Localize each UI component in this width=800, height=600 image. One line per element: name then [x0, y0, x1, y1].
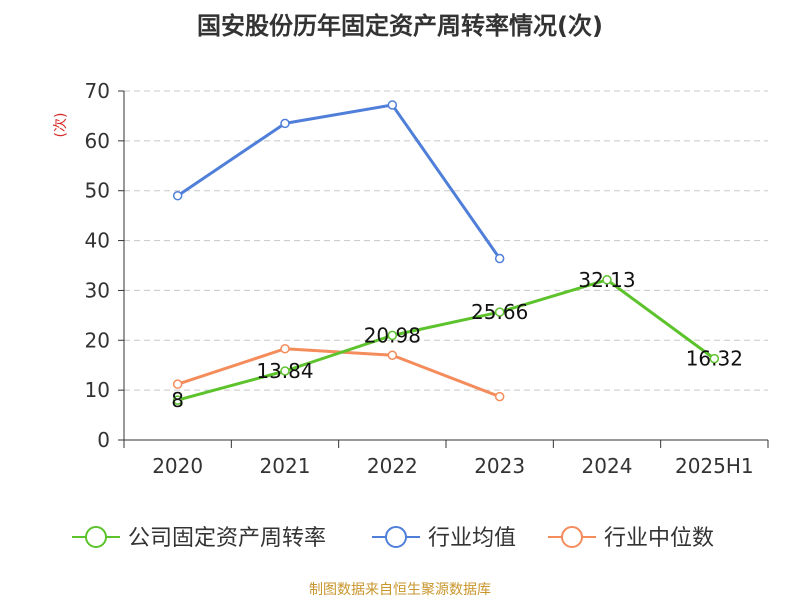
- legend: 公司固定资产周转率 行业均值 行业中位数: [72, 526, 714, 551]
- data-point: [494, 253, 505, 264]
- x-tick-label: 2025H1: [675, 454, 754, 478]
- y-tick-label: 20: [85, 328, 110, 352]
- legend-item: 行业均值: [372, 526, 516, 551]
- data-label: 13.84: [256, 359, 313, 383]
- y-tick-label: 50: [85, 179, 110, 203]
- series-lines: [172, 100, 720, 405]
- data-point: [172, 190, 183, 201]
- data-point: [280, 366, 290, 376]
- legend-label: 行业均值: [428, 526, 516, 551]
- data-label: 25.66: [471, 300, 528, 324]
- legend-item: 公司固定资产周转率: [72, 526, 326, 551]
- data-point: [280, 118, 290, 129]
- legend-marker: [385, 526, 407, 548]
- y-tick-labels: 0 10 20 30 40 50 60 70: [85, 79, 110, 452]
- y-tick-label: 10: [85, 378, 110, 402]
- y-tick-label: 0: [97, 428, 110, 452]
- y-tick-label: 40: [85, 229, 110, 253]
- grid-lines: [124, 90, 768, 391]
- legend-label: 公司固定资产周转率: [128, 526, 326, 551]
- data-point: [709, 353, 720, 364]
- x-tick-label: 2022: [367, 454, 418, 478]
- legend-item: 行业中位数: [548, 526, 714, 551]
- data-point: [280, 344, 290, 354]
- x-tick-label: 2024: [582, 454, 633, 478]
- data-label: 8: [171, 388, 184, 412]
- y-tick-label: 60: [85, 129, 110, 153]
- legend-marker: [561, 526, 583, 548]
- source-note: 制图数据来自恒生聚源数据库: [309, 582, 491, 598]
- series-1: [172, 100, 505, 264]
- series-line: [176, 103, 501, 260]
- series-line: [177, 278, 716, 402]
- series-0: [172, 275, 720, 405]
- data-point: [387, 330, 398, 341]
- x-tick-label: 2023: [474, 454, 525, 478]
- data-point: [172, 395, 183, 405]
- data-label: 20.98: [364, 323, 421, 347]
- axes: [118, 90, 769, 448]
- data-label: 32.13: [578, 268, 635, 292]
- data-labels: 8 13.84 20.98 25.66 32.13 16.32: [171, 268, 743, 412]
- legend-label: 行业中位数: [604, 526, 714, 551]
- data-label: 16.32: [686, 347, 743, 371]
- x-tick-label: 2021: [260, 454, 311, 478]
- data-point: [494, 307, 505, 317]
- y-tick-label: 70: [85, 79, 110, 103]
- legend-marker: [85, 526, 107, 548]
- data-point: [387, 100, 398, 110]
- x-tick-labels: 2020 2021 2022 2023 2024 2025H1: [152, 454, 753, 478]
- data-point: [172, 379, 183, 389]
- data-point: [602, 275, 612, 285]
- data-point: [494, 391, 505, 402]
- chart-title: 国安股份历年固定资产周转率情况(次): [197, 12, 603, 40]
- x-tick-label: 2020: [152, 454, 203, 478]
- data-point: [387, 350, 398, 360]
- series-line: [177, 347, 501, 399]
- y-axis-unit-label: (次): [53, 113, 69, 138]
- y-tick-label: 30: [85, 278, 110, 302]
